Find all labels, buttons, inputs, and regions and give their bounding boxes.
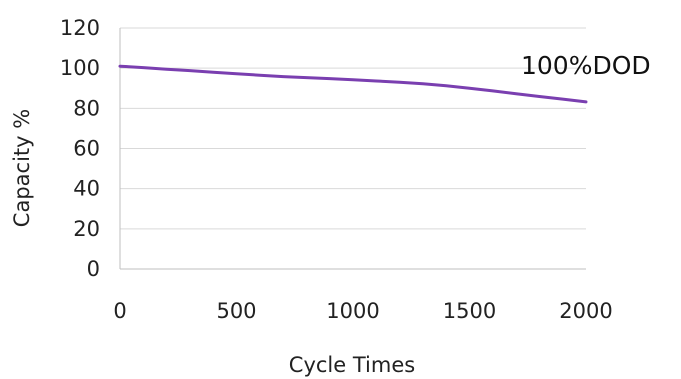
gridlines — [120, 27, 586, 230]
x-tick-label-1500: 1500 — [443, 299, 496, 323]
y-tick-label-120: 120 — [60, 16, 100, 40]
y-axis-title: Capacity % — [10, 109, 34, 227]
y-tick-labels: 0 20 40 60 80 100 120 — [60, 16, 100, 281]
x-axis-title: Cycle Times — [289, 353, 415, 377]
y-tick-label-60: 60 — [73, 137, 100, 161]
x-tick-label-1000: 1000 — [326, 299, 379, 323]
series-group — [118, 64, 588, 104]
y-tick-label-40: 40 — [73, 177, 100, 201]
axes — [119, 28, 586, 270]
annotation-label: 100%DOD — [521, 51, 651, 80]
y-tick-label-80: 80 — [73, 96, 100, 120]
y-tick-label-20: 20 — [73, 217, 100, 241]
x-tick-label-500: 500 — [216, 299, 256, 323]
x-tick-label-0: 0 — [113, 299, 126, 323]
y-tick-label-0: 0 — [87, 257, 100, 281]
x-tick-labels: 0 500 1000 1500 2000 — [113, 299, 612, 323]
y-tick-label-100: 100 — [60, 56, 100, 80]
x-tick-label-2000: 2000 — [559, 299, 612, 323]
series-line-0 — [118, 64, 588, 104]
